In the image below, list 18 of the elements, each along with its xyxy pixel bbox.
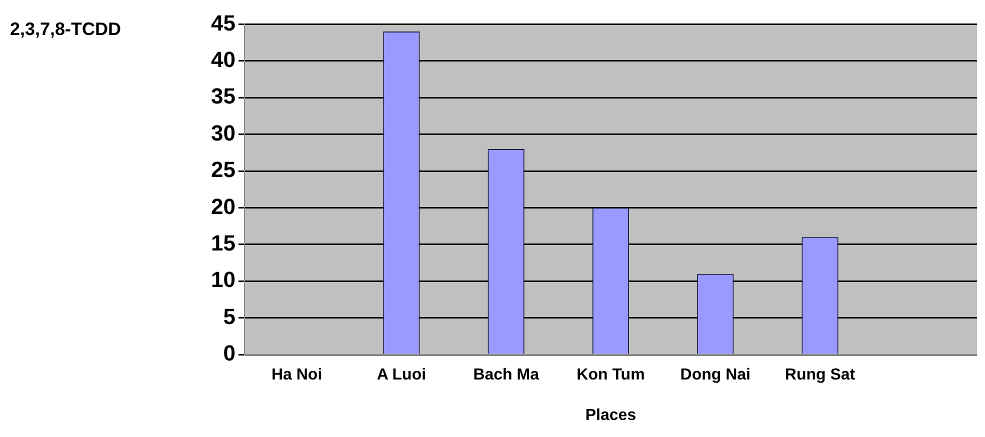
y-tick-label: 45 [210,10,236,36]
y-tick-label: 10 [210,267,236,292]
y-tick-label: 15 [210,230,236,256]
y-tick-label: 35 [210,84,236,109]
x-tick-label: Kon Tum [576,366,645,384]
x-tick-label: Ha Noi [271,366,322,384]
y-tick-label: 5 [223,304,236,329]
x-axis-title: Places [585,406,636,424]
y-tick-label: 20 [210,194,236,219]
y-tick-label: 25 [210,157,236,182]
y-tick-label: 40 [210,46,236,72]
x-tick-label: Bach Ma [473,366,540,384]
x-tick-label: Dong Nai [680,366,750,384]
x-tick-label: A Luoi [376,366,426,384]
y-tick-label: 30 [210,120,236,146]
x-tick-label: Rung Sat [784,366,856,384]
y-tick-label: 0 [223,340,236,366]
y-axis-title: 2,3,7,8-TCDD [10,18,122,39]
